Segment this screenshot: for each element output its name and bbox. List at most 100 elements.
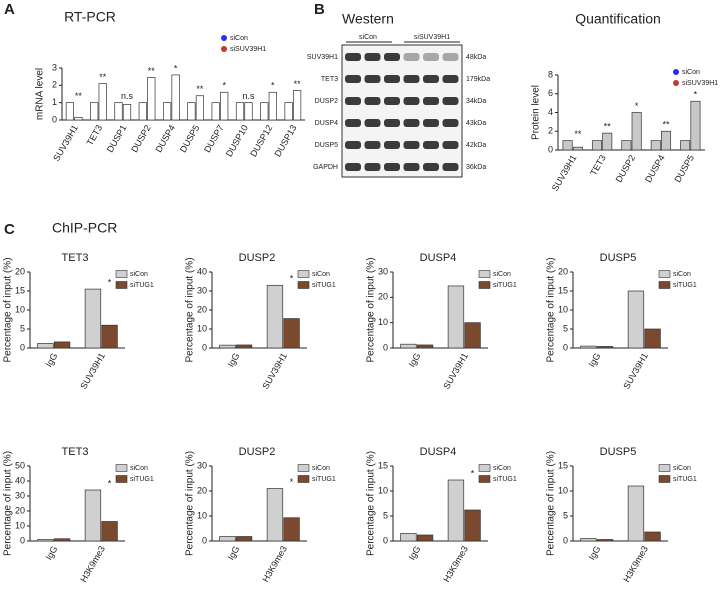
y-tick-label: 30 [197,460,207,470]
chart-title: DUSP5 [600,252,637,264]
y-tick-label: 3 [52,62,57,72]
band [364,163,381,171]
y-axis-label: Percentage of input (%) [366,451,377,556]
y-axis-label: Protein level [531,85,542,140]
bar [283,318,300,349]
y-axis-label: Percentage of input (%) [3,451,14,556]
y-tick-label: 10 [15,520,25,530]
bar [400,343,417,349]
bar [84,288,102,349]
x-tick-label: SUV39H1 [550,153,579,193]
band [403,119,420,127]
bar [37,539,54,542]
x-tick-label: IgG [407,351,423,369]
y-tick-label: 5 [20,323,25,333]
bar [580,345,597,349]
band [442,141,459,149]
x-tick-label: H3K9me3 [78,544,107,584]
legend-marker [658,281,671,289]
bar [53,341,71,349]
legend-marker [297,281,310,289]
bar [690,100,701,151]
band [403,141,420,149]
significance: n.s [242,91,255,101]
bar [602,132,613,151]
y-tick-label: 20 [15,266,25,276]
legend-label: siCon [493,465,511,472]
band [403,53,420,61]
bar [65,102,74,121]
bar [138,102,147,121]
legend-label: siTUG1 [130,282,154,289]
band [442,97,459,105]
band [423,141,439,149]
significance: * [290,274,294,284]
bar [219,344,236,349]
x-tick-label: DUSP5 [672,153,696,184]
x-tick-label: SUV39H1 [78,351,107,391]
legend-label: siCon [493,271,511,278]
y-axis-label: Percentage of input (%) [546,257,557,362]
x-tick-label: DUSP2 [614,153,638,184]
bar [591,140,602,151]
bar [580,538,597,542]
y-axis-label: Percentage of input (%) [185,451,196,556]
y-tick-label: 1 [52,97,57,107]
band [423,53,439,61]
significance: * [108,277,112,287]
y-tick-label: 10 [378,485,388,495]
bar [101,521,118,542]
y-tick-label: 50 [15,460,25,470]
y-tick-label: 30 [378,266,388,276]
y-tick-label: 0 [548,144,553,154]
chart-title: DUSP4 [420,252,457,264]
protein-label: DUSP4 [315,120,338,127]
legend-marker [673,80,679,86]
chart-title: TET3 [62,446,89,458]
legend-marker [297,464,310,472]
chart-title: DUSP4 [420,446,457,458]
legend-label: siTUG1 [493,282,517,289]
legend-marker [115,464,128,472]
band [403,97,420,105]
x-tick-label: H3K9me3 [621,544,650,584]
significance: ** [574,129,582,139]
legend-label: siTUG1 [673,476,697,483]
bar [416,534,434,542]
bar [171,74,180,121]
protein-label: DUSP5 [315,142,338,149]
chart-title: Quantification [575,11,661,27]
legend-label: siCon [673,271,691,278]
legend-marker [478,270,491,278]
legend-label: siCon [130,465,148,472]
bar [260,102,269,121]
bar [266,284,284,349]
x-tick-label: DUSP12 [248,123,274,158]
y-tick-label: 0 [563,342,568,352]
band [364,97,381,105]
x-tick-label: H3K9me3 [260,544,289,584]
significance: * [471,468,475,478]
y-tick-label: 2 [52,80,57,90]
x-tick-label: SUV39H1 [441,351,470,391]
x-tick-label: IgG [44,544,60,562]
legend-label: siCon [682,69,700,76]
bar [644,531,661,542]
band [345,163,361,171]
x-tick-label: DUSP2 [129,123,153,154]
significance: n.s [121,91,134,101]
y-axis-label: Percentage of input (%) [185,257,196,362]
bar [114,102,123,121]
y-tick-label: 10 [197,323,207,333]
chart-title: DUSP5 [600,446,637,458]
y-tick-label: 5 [383,510,388,520]
y-tick-label: 30 [15,490,25,500]
size-label: 43kDa [466,120,486,127]
bar [464,322,481,349]
legend-label: siSUV39H1 [230,46,266,53]
legend-label: siCon [130,271,148,278]
legend-label: siTUG1 [312,476,336,483]
protein-label: TET3 [321,76,338,83]
western-title: Western [342,11,394,27]
bar [283,517,300,542]
